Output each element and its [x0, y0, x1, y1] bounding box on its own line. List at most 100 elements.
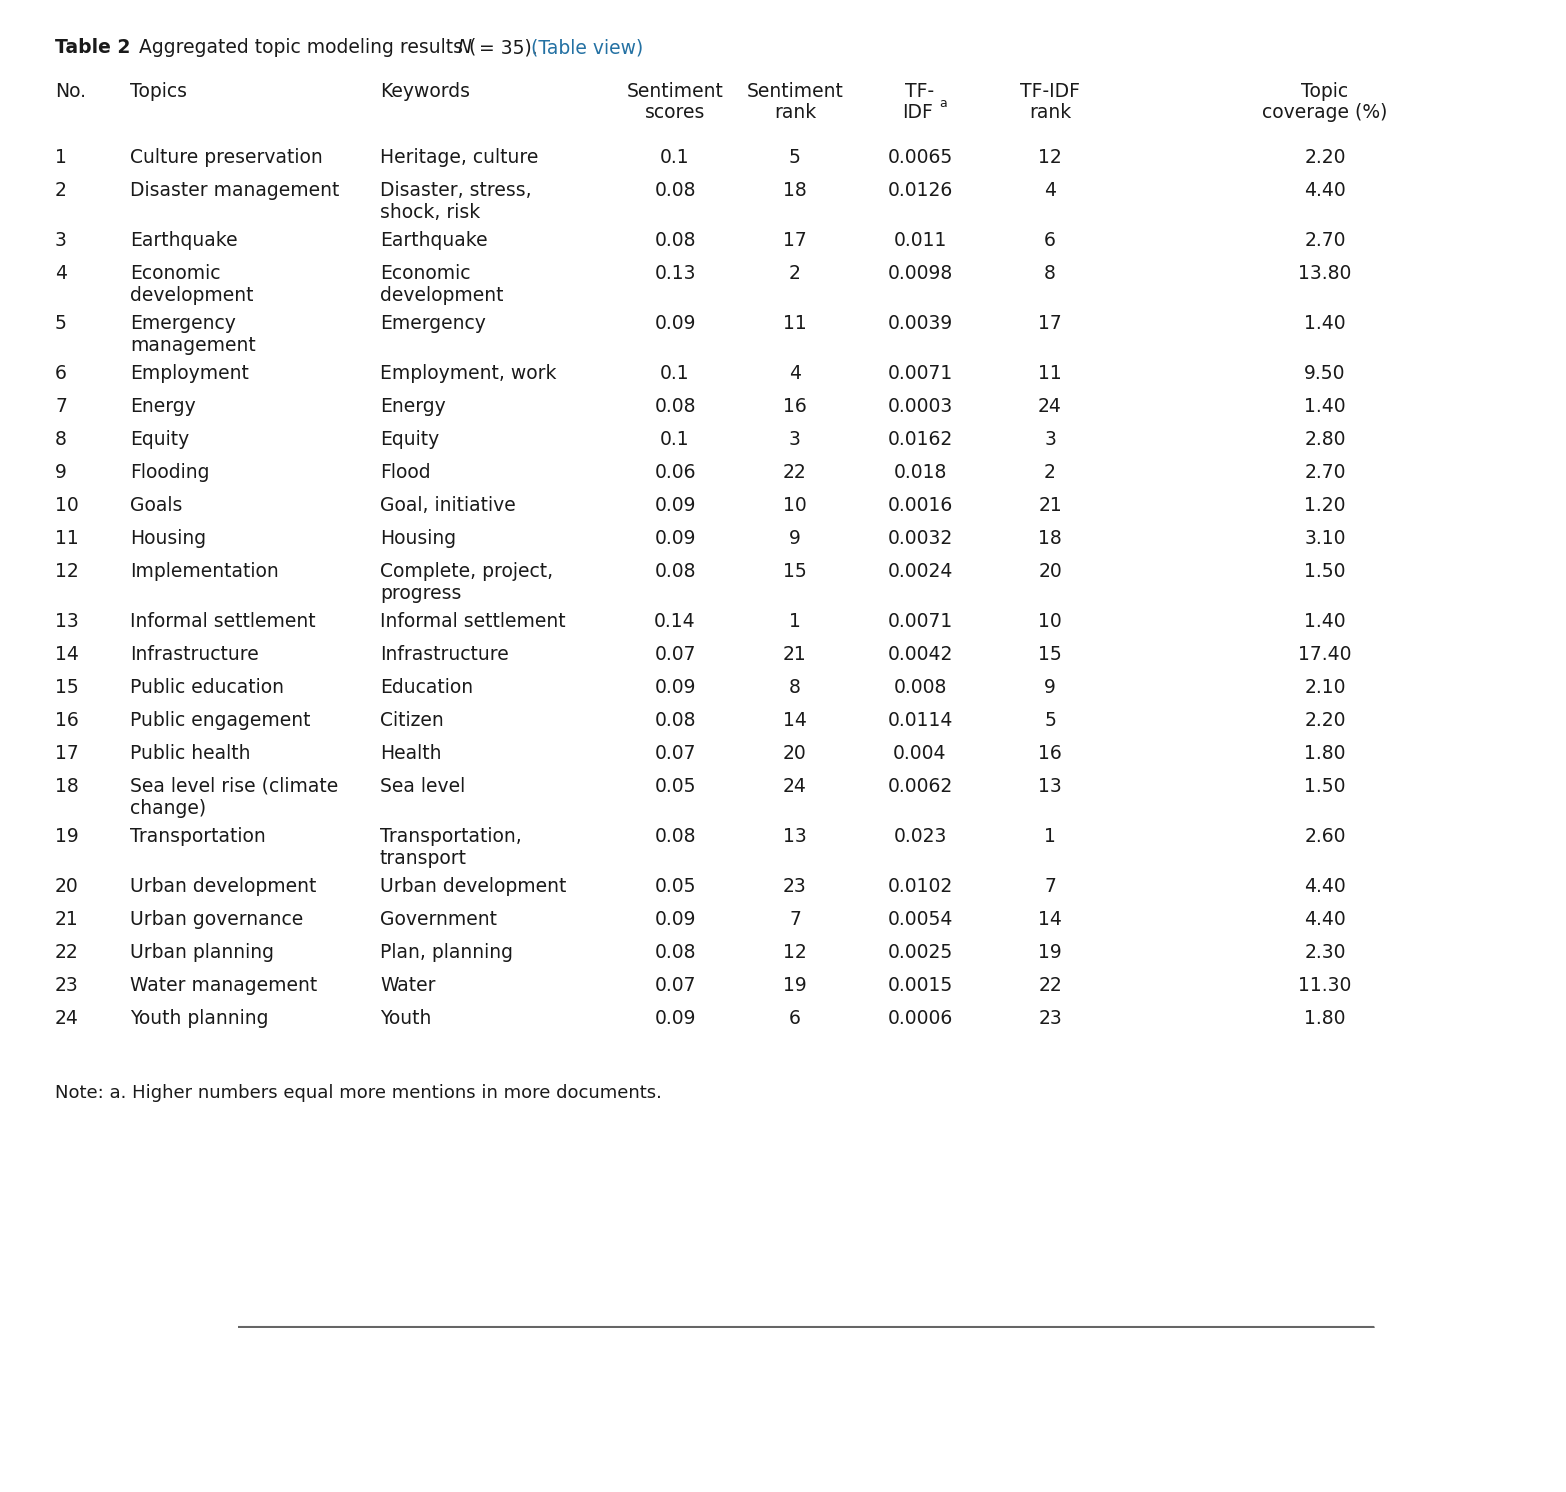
Text: 11: 11: [55, 530, 78, 548]
Text: 4.40: 4.40: [1304, 877, 1345, 897]
Text: 0.07: 0.07: [655, 645, 695, 664]
Text: 0.0071: 0.0071: [888, 612, 952, 631]
Text: 0.0126: 0.0126: [888, 181, 952, 200]
Text: 0.0098: 0.0098: [888, 264, 952, 283]
Text: 11.30: 11.30: [1298, 976, 1351, 995]
Text: Goal, initiative: Goal, initiative: [381, 495, 515, 515]
Text: 0.08: 0.08: [655, 397, 695, 416]
Text: Economic
development: Economic development: [130, 264, 254, 304]
Text: 14: 14: [55, 645, 78, 664]
Text: 22: 22: [55, 943, 78, 962]
Text: Infrastructure: Infrastructure: [381, 645, 509, 664]
Text: 10: 10: [783, 495, 806, 515]
Text: 0.0016: 0.0016: [888, 495, 952, 515]
Text: 14: 14: [783, 712, 806, 730]
Text: 0.0015: 0.0015: [888, 976, 952, 995]
Text: Keywords: Keywords: [381, 82, 470, 101]
Text: 0.0162: 0.0162: [888, 430, 952, 449]
Text: 0.07: 0.07: [655, 745, 695, 762]
Text: 0.0102: 0.0102: [888, 877, 952, 897]
Text: Energy: Energy: [381, 397, 446, 416]
Text: 0.05: 0.05: [655, 877, 695, 897]
Text: Earthquake: Earthquake: [130, 231, 238, 251]
Text: Water: Water: [381, 976, 435, 995]
Text: N: N: [457, 37, 471, 57]
Text: 6: 6: [55, 364, 67, 383]
Text: 6: 6: [789, 1009, 800, 1028]
Text: 5: 5: [789, 148, 800, 167]
Text: Emergency: Emergency: [381, 313, 485, 333]
Text: 1: 1: [55, 148, 67, 167]
Text: Disaster management: Disaster management: [130, 181, 340, 200]
Text: 4: 4: [789, 364, 800, 383]
Text: 15: 15: [783, 562, 806, 580]
Text: 1.50: 1.50: [1304, 777, 1345, 797]
Text: 6: 6: [1045, 231, 1055, 251]
Text: scores: scores: [645, 103, 705, 122]
Text: 2.20: 2.20: [1304, 148, 1345, 167]
Text: 19: 19: [55, 827, 78, 846]
Text: 2.70: 2.70: [1304, 231, 1345, 251]
Text: Youth: Youth: [381, 1009, 431, 1028]
Text: 0.09: 0.09: [655, 495, 695, 515]
Text: 9: 9: [55, 463, 67, 482]
Text: 2.60: 2.60: [1304, 827, 1345, 846]
Text: Flooding: Flooding: [130, 463, 210, 482]
Text: Urban planning: Urban planning: [130, 943, 274, 962]
Text: 0.06: 0.06: [655, 463, 695, 482]
Text: 8: 8: [1045, 264, 1055, 283]
Text: 0.0039: 0.0039: [888, 313, 952, 333]
Text: 3.10: 3.10: [1304, 530, 1345, 548]
Text: 2.70: 2.70: [1304, 463, 1345, 482]
Text: 0.0032: 0.0032: [888, 530, 952, 548]
Text: 21: 21: [1038, 495, 1062, 515]
Text: 0.0054: 0.0054: [888, 910, 952, 930]
Text: 21: 21: [783, 645, 806, 664]
Text: 21: 21: [55, 910, 78, 930]
Text: rank: rank: [1029, 103, 1071, 122]
Text: 4.40: 4.40: [1304, 181, 1345, 200]
Text: 8: 8: [789, 677, 800, 697]
Text: 23: 23: [783, 877, 806, 897]
Text: 10: 10: [1038, 612, 1062, 631]
Text: 1.40: 1.40: [1304, 313, 1345, 333]
Text: Energy: Energy: [130, 397, 196, 416]
Text: 0.004: 0.004: [893, 745, 947, 762]
Text: Note: a. Higher numbers equal more mentions in more documents.: Note: a. Higher numbers equal more menti…: [55, 1085, 662, 1103]
Text: Topics: Topics: [130, 82, 186, 101]
Text: Citizen: Citizen: [381, 712, 443, 730]
Text: 0.0114: 0.0114: [888, 712, 952, 730]
Text: 0.09: 0.09: [655, 910, 695, 930]
Text: 0.09: 0.09: [655, 677, 695, 697]
Text: 0.08: 0.08: [655, 827, 695, 846]
Text: No.: No.: [55, 82, 86, 101]
Text: Government: Government: [381, 910, 496, 930]
Text: 0.08: 0.08: [655, 181, 695, 200]
Text: Urban development: Urban development: [381, 877, 567, 897]
Text: Transportation: Transportation: [130, 827, 266, 846]
Text: 10: 10: [55, 495, 78, 515]
Text: 18: 18: [783, 181, 806, 200]
Text: 2.10: 2.10: [1304, 677, 1345, 697]
Text: Housing: Housing: [130, 530, 207, 548]
Text: 11: 11: [783, 313, 806, 333]
Text: 0.0042: 0.0042: [888, 645, 952, 664]
Text: 12: 12: [1038, 148, 1062, 167]
Text: Public engagement: Public engagement: [130, 712, 310, 730]
Text: 1.40: 1.40: [1304, 612, 1345, 631]
Text: 13: 13: [55, 612, 78, 631]
Text: 0.09: 0.09: [655, 530, 695, 548]
Text: a: a: [940, 97, 947, 110]
Text: 0.018: 0.018: [893, 463, 947, 482]
Text: 8: 8: [55, 430, 67, 449]
Text: 9.50: 9.50: [1304, 364, 1345, 383]
Text: 0.0071: 0.0071: [888, 364, 952, 383]
Text: 22: 22: [1038, 976, 1062, 995]
Text: Youth planning: Youth planning: [130, 1009, 268, 1028]
Text: Sentiment: Sentiment: [626, 82, 723, 101]
Text: 2: 2: [789, 264, 800, 283]
Text: IDF: IDF: [902, 103, 933, 122]
Text: 4: 4: [55, 264, 67, 283]
Text: 24: 24: [55, 1009, 78, 1028]
Text: 0.1: 0.1: [661, 148, 689, 167]
